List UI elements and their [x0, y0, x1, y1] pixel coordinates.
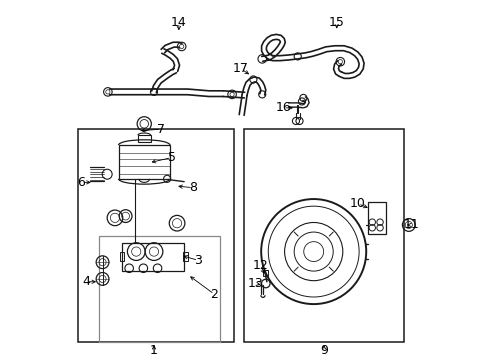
- Bar: [120, 252, 123, 261]
- Text: 14: 14: [171, 16, 186, 29]
- Text: 11: 11: [403, 219, 418, 231]
- Text: 2: 2: [210, 288, 218, 301]
- Bar: [122, 243, 184, 271]
- Bar: [367, 202, 385, 234]
- Bar: [183, 252, 187, 261]
- Text: 12: 12: [252, 259, 268, 272]
- Text: 15: 15: [328, 16, 344, 29]
- Bar: [244, 129, 404, 342]
- Text: 13: 13: [247, 277, 263, 290]
- Text: 4: 4: [82, 275, 90, 288]
- Text: 1: 1: [150, 345, 158, 357]
- Bar: [99, 235, 219, 342]
- Text: 6: 6: [77, 176, 85, 189]
- Text: 10: 10: [349, 197, 365, 210]
- Text: 7: 7: [157, 123, 165, 136]
- Bar: [78, 129, 233, 342]
- Text: 17: 17: [233, 62, 248, 75]
- Text: 16: 16: [275, 102, 291, 114]
- Text: 5: 5: [167, 151, 175, 164]
- Bar: [118, 145, 170, 179]
- Text: 3: 3: [194, 254, 202, 267]
- Bar: [263, 270, 267, 276]
- Bar: [138, 135, 150, 141]
- Text: 9: 9: [320, 345, 327, 357]
- Text: 8: 8: [189, 181, 197, 194]
